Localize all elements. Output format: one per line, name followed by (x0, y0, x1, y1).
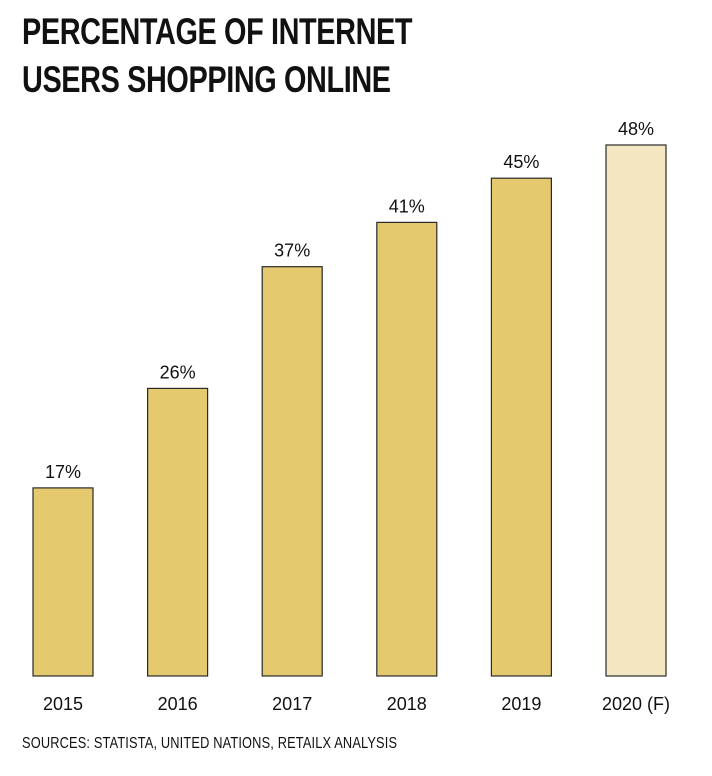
x-tick-label: 2019 (501, 694, 541, 714)
bar-2019 (490, 177, 552, 677)
chart-title-line-2: USERS SHOPPING ONLINE (22, 59, 391, 100)
data-label: 48% (618, 119, 654, 139)
x-tick-label: 2016 (158, 694, 198, 714)
bar-2018 (376, 221, 438, 677)
data-label: 45% (503, 152, 539, 172)
x-tick-label: 2015 (43, 694, 83, 714)
x-tick-label: 2020 (F) (602, 694, 670, 714)
chart-title-line-1: PERCENTAGE OF INTERNET (22, 11, 413, 52)
data-label: 26% (160, 362, 196, 382)
bar-2020-f (605, 144, 667, 677)
chart-title: PERCENTAGE OF INTERNET USERS SHOPPING ON… (22, 8, 682, 104)
data-label: 37% (274, 241, 310, 261)
bar-2015 (32, 487, 94, 677)
x-tick-label: 2017 (272, 694, 312, 714)
data-label: 41% (389, 196, 425, 216)
bar-2016 (147, 387, 209, 677)
data-label: 17% (45, 462, 81, 482)
x-tick-label: 2018 (387, 694, 427, 714)
source-note: SOURCES: STATISTA, UNITED NATIONS, RETAI… (22, 735, 398, 752)
bar-2017 (261, 266, 323, 677)
